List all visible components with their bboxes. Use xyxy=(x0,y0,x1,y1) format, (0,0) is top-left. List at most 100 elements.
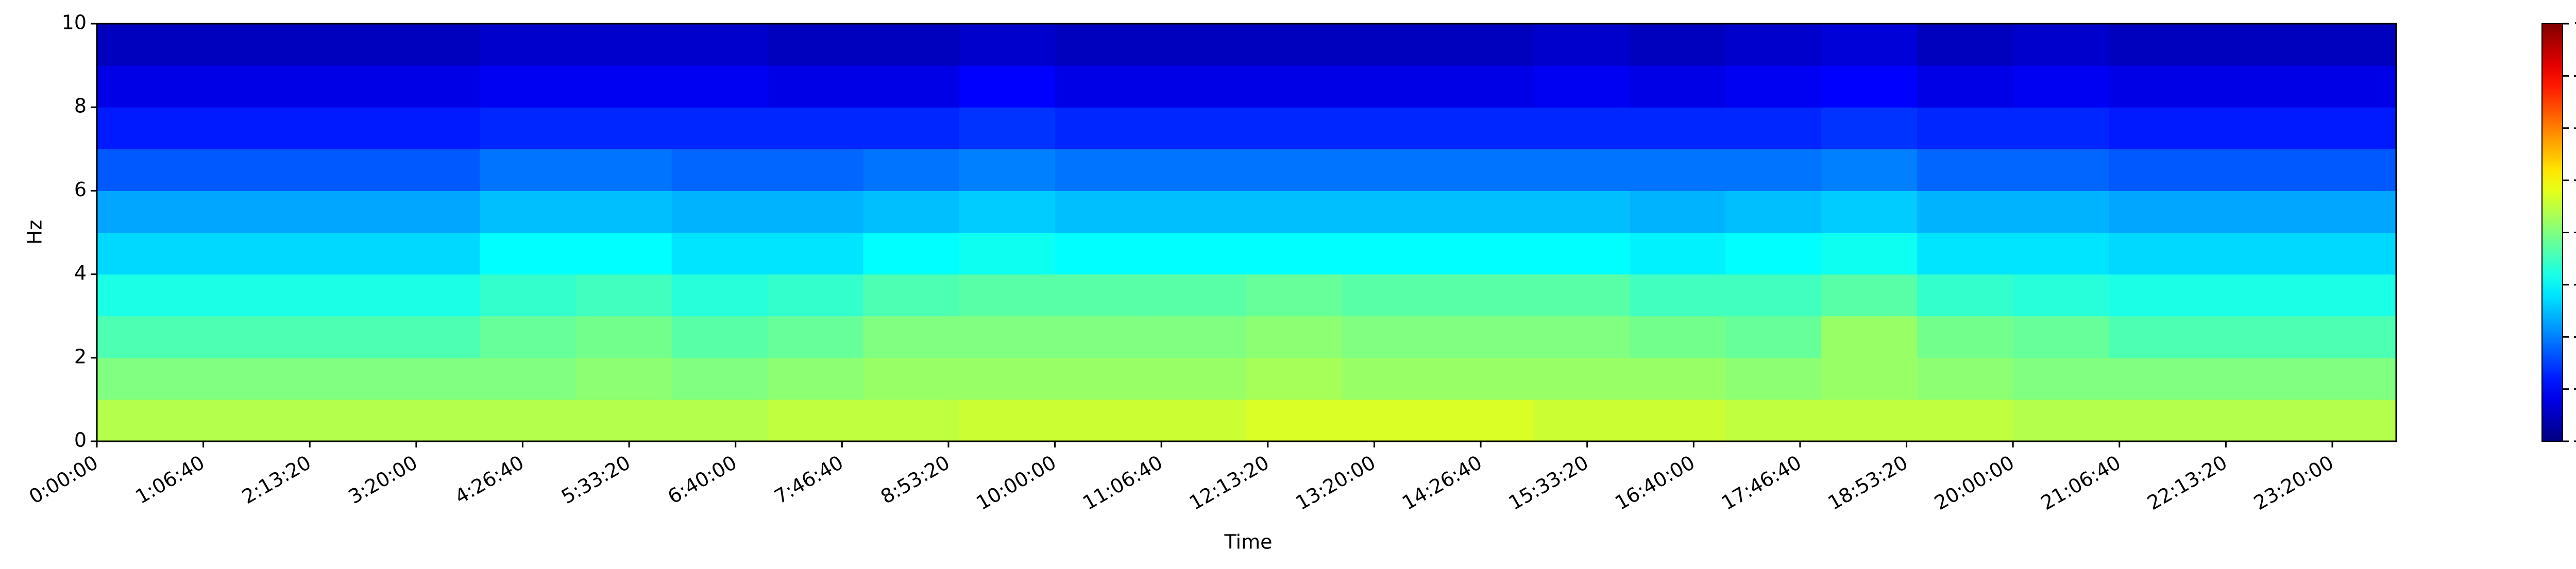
heatmap-cell xyxy=(1821,274,1918,317)
heatmap-cell xyxy=(384,232,481,275)
heatmap-cell xyxy=(671,191,768,233)
x-tick-label: 12:13:20 xyxy=(1185,451,1273,514)
heatmap-cell xyxy=(2109,399,2205,442)
heatmap-cell xyxy=(863,232,960,275)
heatmap-cell xyxy=(2013,316,2109,358)
x-tick-label: 15:33:20 xyxy=(1505,451,1592,514)
heatmap-cell xyxy=(480,107,577,149)
heatmap-cell xyxy=(97,399,193,442)
heatmap-cell xyxy=(480,357,577,400)
heatmap-cell xyxy=(480,65,577,108)
heatmap-cell xyxy=(2205,65,2301,108)
heatmap-cell xyxy=(1630,357,1726,400)
heatmap-cell xyxy=(97,274,193,317)
heatmap-cell xyxy=(1342,24,1438,66)
heatmap-cell xyxy=(480,316,577,358)
heatmap-cell xyxy=(2300,399,2397,442)
heatmap-cell xyxy=(288,316,385,358)
x-tick-label: 10:00:00 xyxy=(973,451,1060,514)
x-tick-label: 13:20:00 xyxy=(1292,451,1379,514)
x-tick-label: 0:00:00 xyxy=(25,451,102,508)
heatmap-cell xyxy=(1055,357,1151,400)
heatmap-cell xyxy=(1438,316,1534,358)
x-tick-label: 18:53:20 xyxy=(1824,451,1911,514)
heatmap-cell xyxy=(575,107,672,149)
heatmap-cell xyxy=(1246,357,1343,400)
heatmap-cell xyxy=(1630,316,1726,358)
heatmap-cell xyxy=(2300,107,2397,149)
colorbar-tick-label: -60 dB xyxy=(2573,324,2576,347)
heatmap-cell xyxy=(288,65,385,108)
heatmap-cell xyxy=(2013,232,2109,275)
heatmap-cell xyxy=(1055,24,1151,66)
heatmap-cell xyxy=(288,274,385,317)
colorbar-tick-label: -30 dB xyxy=(2573,168,2576,191)
x-tick-label: 14:26:40 xyxy=(1398,451,1486,514)
heatmap-cell xyxy=(863,274,960,317)
heatmap-cell xyxy=(2205,399,2301,442)
heatmap-cell xyxy=(767,232,864,275)
heatmap-cell xyxy=(192,24,289,66)
heatmap-cell xyxy=(1630,191,1726,233)
heatmap-cell xyxy=(1821,399,1918,442)
heatmap-cell xyxy=(1246,191,1343,233)
heatmap-cell xyxy=(671,65,768,108)
x-tick-label: 8:53:20 xyxy=(877,451,954,508)
x-tick-label: 21:06:40 xyxy=(2037,451,2125,514)
heatmap-cell xyxy=(863,149,960,191)
heatmap-cell xyxy=(2013,149,2109,191)
heatmap-cell xyxy=(2300,65,2397,108)
x-tick-label: 4:26:40 xyxy=(451,451,528,508)
heatmap-cell xyxy=(2300,274,2397,317)
heatmap-cell xyxy=(1055,274,1151,317)
heatmap-cell xyxy=(2300,316,2397,358)
x-tick-label: 20:00:00 xyxy=(1930,451,2018,514)
heatmap-cell xyxy=(97,232,193,275)
heatmap-cell xyxy=(863,24,960,66)
heatmap-cell xyxy=(288,357,385,400)
heatmap-cell xyxy=(97,357,193,400)
heatmap-cell xyxy=(767,65,864,108)
heatmap-cell xyxy=(1150,24,1247,66)
heatmap-cell xyxy=(2013,107,2109,149)
heatmap-cell xyxy=(767,316,864,358)
heatmap-cell xyxy=(575,191,672,233)
heatmap-cell xyxy=(2013,191,2109,233)
heatmap-cell xyxy=(2109,316,2205,358)
heatmap-cell xyxy=(1150,65,1247,108)
heatmap-cell xyxy=(384,24,481,66)
heatmap-cell xyxy=(1342,274,1438,317)
heatmap-cell xyxy=(1917,24,2013,66)
x-axis-label: Time xyxy=(1224,531,1273,554)
heatmap-cell xyxy=(1917,65,2013,108)
heatmap-cell xyxy=(1055,232,1151,275)
heatmap-cell xyxy=(192,316,289,358)
heatmap-cell xyxy=(1917,149,2013,191)
heatmap-cell xyxy=(767,149,864,191)
heatmap-cell xyxy=(575,65,672,108)
heatmap-cell xyxy=(384,65,481,108)
heatmap-cell xyxy=(1055,149,1151,191)
heatmap-cell xyxy=(1534,65,1630,108)
colorbar-tick-label: -50 dB xyxy=(2573,272,2576,295)
heatmap-cell xyxy=(192,191,289,233)
heatmap-cell xyxy=(1055,399,1151,442)
heatmap-cell xyxy=(1342,65,1438,108)
heatmap-cell xyxy=(1534,107,1630,149)
heatmap-cell xyxy=(671,24,768,66)
heatmap-cell xyxy=(192,399,289,442)
colorbar xyxy=(2541,23,2563,442)
heatmap-cell xyxy=(1534,399,1630,442)
heatmap-cell xyxy=(959,191,1056,233)
heatmap-cell xyxy=(1246,65,1343,108)
heatmap-cell xyxy=(671,149,768,191)
heatmap-cell xyxy=(2109,191,2205,233)
heatmap-cell xyxy=(1725,191,1822,233)
heatmap-cell xyxy=(671,357,768,400)
x-tick-label: 11:06:40 xyxy=(1079,451,1166,514)
heatmap-cell xyxy=(1725,274,1822,317)
heatmap-cell xyxy=(1821,232,1918,275)
heatmap-cell xyxy=(959,232,1056,275)
y-tick-label: 6 xyxy=(74,178,87,201)
x-tick-label: 22:13:20 xyxy=(2143,451,2231,514)
